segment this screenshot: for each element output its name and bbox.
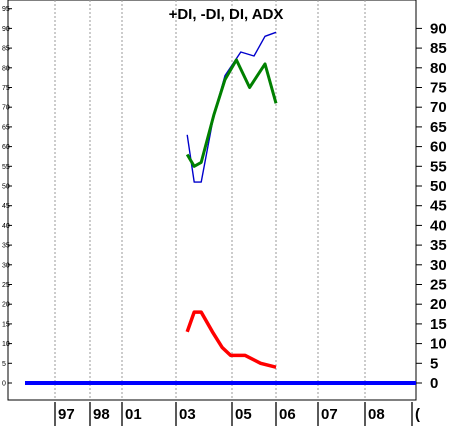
series-line-3: [185, 310, 277, 369]
right-tick-label: 75: [430, 80, 447, 97]
left-tick-label: 50: [2, 184, 10, 191]
x-tick-label: 03: [179, 406, 196, 423]
left-tick-label: 65: [2, 124, 10, 131]
left-tick-label: 35: [2, 243, 10, 250]
series-lines: [25, 31, 416, 385]
right-tick-label: 80: [430, 60, 447, 77]
left-tick-label: 60: [2, 144, 10, 151]
right-tick-label: 0: [430, 375, 438, 392]
right-tick-label: 25: [430, 277, 447, 294]
left-axis-ticks: 0 5 10 15 20 25 30 35 40 45 50 55 60 65 70 75 80 85 90 95: [2, 6, 12, 388]
right-tick-label: 90: [430, 20, 447, 37]
x-tick-label: 07: [321, 406, 338, 423]
x-tick-label: 01: [125, 406, 142, 423]
left-tick-label: 10: [2, 341, 10, 348]
left-tick-label: 0: [2, 381, 6, 388]
x-tick-label: 97: [58, 406, 75, 423]
right-tick-label: 65: [430, 119, 447, 136]
left-tick-label: 75: [2, 85, 10, 92]
x-tick-label: (: [415, 406, 420, 423]
left-tick-label: 80: [2, 65, 10, 72]
right-axis-ticks: 0 5 10 15 20 25 30 35 40 45 50 55 60 65 70 75 80 85 90: [416, 20, 447, 392]
left-tick-label: 30: [2, 262, 10, 269]
x-tick-label: 98: [93, 406, 110, 423]
left-tick-label: 45: [2, 203, 10, 210]
x-axis-ticks: 97 98 01 03 05 06 07 08 (: [54, 402, 420, 426]
right-tick-label: 35: [430, 237, 447, 254]
left-tick-label: 25: [2, 282, 10, 289]
right-tick-label: 45: [430, 198, 447, 215]
left-tick-label: 90: [2, 26, 10, 33]
right-tick-label: 20: [430, 296, 447, 313]
right-tick-label: 30: [430, 257, 447, 274]
left-tick-label: 85: [2, 46, 10, 53]
x-tick-label: 08: [368, 406, 385, 423]
chart-title: +DI, -DI, DI, ADX: [169, 6, 284, 23]
x-tick-label: 06: [279, 406, 296, 423]
right-tick-label: 70: [430, 99, 447, 116]
left-tick-label: 15: [2, 321, 10, 328]
right-tick-label: 50: [430, 178, 447, 195]
right-tick-label: 5: [430, 355, 438, 372]
left-tick-label: 40: [2, 223, 10, 230]
left-tick-label: 70: [2, 105, 10, 112]
left-tick-label: 55: [2, 164, 10, 171]
right-tick-label: 40: [430, 217, 447, 234]
left-tick-label: 5: [2, 361, 6, 368]
series-line-1: [186, 31, 277, 183]
series-line-2: [185, 58, 278, 168]
right-tick-label: 85: [430, 40, 447, 57]
right-tick-label: 15: [430, 316, 447, 333]
left-tick-label: 95: [2, 6, 10, 13]
x-tick-label: 05: [235, 406, 252, 423]
right-tick-label: 55: [430, 158, 447, 175]
right-tick-label: 60: [430, 139, 447, 156]
right-tick-label: 10: [430, 336, 447, 353]
plot-area: [7, 0, 417, 401]
left-tick-label: 20: [2, 302, 10, 309]
